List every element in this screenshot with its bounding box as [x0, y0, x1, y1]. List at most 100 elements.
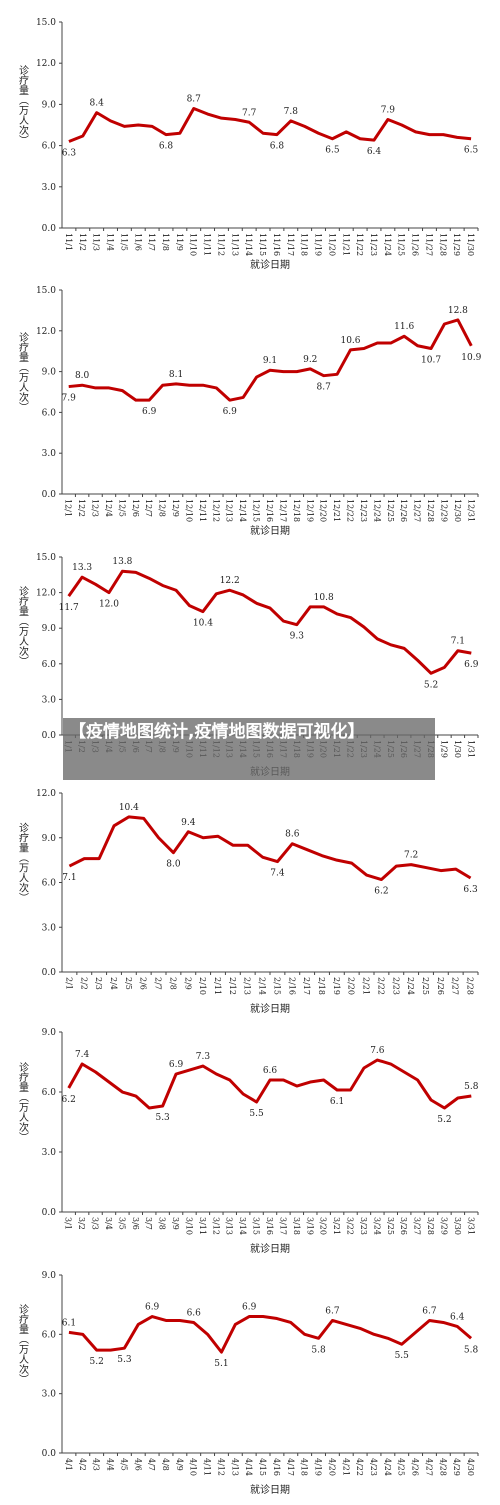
- value-label: 6.9: [464, 660, 479, 670]
- x-tick-label: 11/26: [411, 233, 420, 256]
- y-tick-label: 3.0: [42, 183, 57, 193]
- y-tick-label: 9.0: [42, 100, 57, 110]
- value-label: 6.1: [62, 1318, 76, 1328]
- value-label: 10.6: [340, 336, 360, 346]
- x-tick-label: 11/9: [175, 233, 184, 251]
- x-tick-label: 12/21: [332, 499, 341, 522]
- x-tick-label: 3/27: [413, 1217, 422, 1235]
- x-tick-label: 11/22: [355, 233, 364, 256]
- value-label: 7.7: [242, 108, 257, 118]
- value-label: 6.2: [62, 1095, 76, 1105]
- x-tick-label: 3/3: [91, 1217, 100, 1230]
- x-tick-label: 12/12: [211, 499, 220, 522]
- value-label: 5.3: [155, 1113, 170, 1123]
- x-tick-label: 2/19: [332, 977, 341, 995]
- x-tick-label: 12/22: [346, 499, 355, 522]
- x-tick-label: 3/30: [453, 1217, 462, 1235]
- x-tick-label: 12/20: [319, 499, 328, 522]
- x-tick-label: 3/8: [158, 1217, 167, 1230]
- value-label: 5.3: [117, 1355, 132, 1365]
- x-tick-label: 2/6: [139, 977, 148, 990]
- x-tick-label: 3/25: [386, 1217, 395, 1235]
- x-tick-label: 4/23: [369, 1458, 378, 1476]
- value-label: 8.7: [187, 95, 202, 105]
- x-tick-label: 3/4: [104, 1217, 113, 1230]
- value-label: 6.3: [62, 148, 77, 158]
- x-tick-label: 2/18: [317, 977, 326, 995]
- x-tick-label: 11/23: [369, 233, 378, 256]
- x-tick-label: 4/13: [230, 1458, 239, 1476]
- x-tick-label: 3/7: [144, 1217, 153, 1230]
- x-tick-label: 2/17: [302, 977, 311, 995]
- x-tick-label: 11/29: [452, 233, 461, 256]
- value-label: 6.6: [187, 1308, 202, 1318]
- x-tick-label: 11/8: [161, 233, 170, 251]
- x-tick-label: 4/17: [286, 1458, 295, 1476]
- value-label: 5.8: [464, 1082, 479, 1092]
- y-tick-label: 6.0: [42, 660, 57, 670]
- x-tick-label: 4/16: [272, 1458, 281, 1476]
- x-tick-label: 12/30: [453, 499, 462, 522]
- x-tick-label: 3/13: [225, 1217, 234, 1235]
- y-tick-label: 12.0: [36, 789, 56, 799]
- value-label: 5.8: [464, 1345, 479, 1355]
- value-label: 12.0: [99, 600, 119, 610]
- x-tick-label: 12/7: [144, 499, 153, 517]
- x-tick-label: 11/1: [64, 233, 73, 251]
- x-tick-label: 11/10: [189, 233, 198, 256]
- value-label: 7.1: [62, 873, 76, 883]
- value-label: 10.4: [193, 619, 213, 629]
- x-tick-label: 3/17: [278, 1217, 287, 1235]
- x-tick-label: 11/13: [230, 233, 239, 256]
- x-tick-label: 3/10: [184, 1217, 193, 1235]
- value-label: 6.4: [367, 147, 382, 157]
- x-tick-label: 4/11: [203, 1458, 212, 1476]
- x-tick-label: 11/21: [341, 233, 350, 256]
- x-tick-label: 4/26: [411, 1458, 420, 1476]
- data-line: [68, 318, 473, 402]
- x-tick-label: 12/16: [265, 499, 274, 522]
- x-tick-label: 12/13: [225, 499, 234, 522]
- x-tick-label: 12/11: [198, 499, 207, 522]
- y-tick-label: 6.0: [42, 1330, 57, 1340]
- x-tick-label: 2/16: [287, 977, 296, 995]
- x-tick-label: 11/24: [383, 233, 392, 256]
- value-label: 9.2: [303, 355, 317, 365]
- x-tick-label: 4/6: [133, 1458, 142, 1471]
- value-label: 6.9: [169, 1060, 184, 1070]
- y-tick-label: 6.0: [42, 1088, 57, 1098]
- x-tick-label: 3/23: [359, 1217, 368, 1235]
- x-tick-label: 2/3: [94, 977, 103, 990]
- y-tick-label: 3.0: [42, 923, 57, 933]
- x-tick-label: 2/9: [183, 977, 192, 990]
- x-tick-label: 12/26: [399, 499, 408, 522]
- x-tick-label: 4/22: [355, 1458, 364, 1476]
- x-tick-label: 11/12: [216, 233, 225, 256]
- value-label: 7.9: [62, 394, 77, 404]
- x-tick-label: 4/2: [78, 1458, 87, 1471]
- x-tick-label: 12/14: [238, 499, 247, 522]
- x-tick-label: 4/29: [452, 1458, 461, 1476]
- x-tick-label: 1/30: [453, 740, 462, 758]
- x-tick-label: 11/2: [78, 233, 87, 251]
- x-tick-label: 3/18: [292, 1217, 301, 1235]
- value-label: 12.2: [220, 576, 240, 586]
- value-label: 8.0: [166, 860, 181, 870]
- value-label: 7.9: [381, 106, 396, 116]
- value-label: 7.8: [284, 107, 299, 117]
- x-tick-label: 2/23: [391, 977, 400, 995]
- x-tick-label: 12/28: [426, 499, 435, 522]
- value-label: 8.6: [285, 830, 300, 840]
- value-label: 5.5: [249, 1109, 264, 1119]
- y-tick-label: 15.0: [36, 553, 56, 563]
- x-tick-label: 12/23: [359, 499, 368, 522]
- y-tick-label: 6.0: [42, 408, 57, 418]
- y-tick-label: 12.0: [36, 59, 56, 69]
- x-tick-label: 4/5: [119, 1458, 128, 1471]
- data-line: [67, 569, 472, 675]
- x-tick-label: 2/24: [406, 977, 415, 995]
- y-tick-label: 6.0: [42, 879, 57, 889]
- y-tick-label: 0.0: [42, 224, 57, 234]
- value-label: 7.2: [404, 851, 418, 861]
- y-tick-label: 9.0: [42, 1028, 57, 1038]
